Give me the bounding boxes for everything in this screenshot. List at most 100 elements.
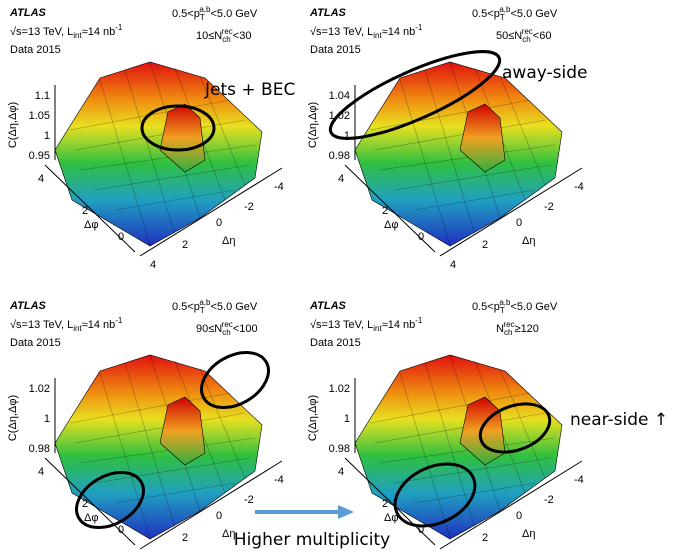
superscript: a,b (499, 5, 511, 14)
eta-tick-label: -2 (244, 494, 254, 506)
phi-tick-label: 2 (82, 205, 88, 217)
eta-tick-label: 2 (482, 532, 488, 544)
eta-tick-label: 0 (216, 217, 222, 229)
rich-label: 0.5<pTa,b<5.0 GeV (172, 5, 258, 22)
text: ≈14 nb (82, 319, 116, 331)
phi-axis-label: Δφ (84, 219, 98, 231)
eta-axis-label: Δη (522, 235, 535, 247)
superscript: a,b (499, 298, 511, 307)
text: <5.0 GeV (510, 8, 557, 20)
rich-label: 10≤Nchrec<30 (196, 27, 251, 44)
phi-tick-label: 0 (418, 231, 424, 243)
text: <100 (233, 323, 258, 335)
superscript: rec (222, 27, 233, 36)
text: 50≤N (496, 30, 522, 42)
z-axis-label: C(Δη,Δφ) (307, 395, 319, 441)
text: 90≤N (196, 323, 222, 335)
z-tick-label: 0.98 (29, 443, 50, 455)
phi-tick-label: 2 (382, 498, 388, 510)
eta-tick-label: -4 (574, 474, 584, 486)
subscript: T (200, 306, 205, 315)
text: √s=13 TeV, L (10, 26, 73, 38)
text: √s=13 TeV, L (10, 319, 73, 331)
z-tick-label: 0.95 (29, 150, 50, 162)
z-tick-label: 1 (344, 130, 350, 142)
subscript: ch (522, 35, 530, 44)
z-tick-label: 1.02 (29, 383, 50, 395)
experiment: ATLAS (309, 300, 347, 312)
eta-tick-label: -2 (244, 201, 254, 213)
text: ≈14 nb (82, 26, 116, 38)
phi-tick-label: 2 (382, 205, 388, 217)
eta-tick-label: -4 (574, 181, 584, 193)
annotation: Higher multiplicity (234, 530, 390, 550)
experiment: ATLAS (309, 7, 347, 19)
z-tick-label: 1 (44, 413, 50, 425)
text: <60 (533, 30, 552, 42)
arrow (255, 505, 354, 519)
eta-tick-label: 2 (182, 239, 188, 251)
phi-axis-label: Δφ (384, 219, 398, 231)
dataset: Data 2015 (310, 44, 361, 56)
text: 0.5<p (472, 301, 500, 313)
z-tick-label: 1.04 (329, 90, 350, 102)
eta-axis-label: Δη (222, 528, 235, 540)
eta-tick-label: -4 (274, 181, 284, 193)
rich-label: √s=13 TeV, Lint≈14 nb-1 (310, 23, 423, 40)
eta-tick-label: 2 (182, 532, 188, 544)
superscript: -1 (115, 316, 123, 325)
z-tick-label: 1.05 (29, 110, 50, 122)
rich-label: √s=13 TeV, Lint≈14 nb-1 (10, 316, 123, 333)
z-axis-label: C(Δη,Δφ) (7, 395, 19, 441)
superscript: a,b (199, 5, 211, 14)
text: ≈14 nb (382, 319, 416, 331)
annotation: Jets + BEC (204, 80, 295, 100)
text: √s=13 TeV, L (310, 319, 373, 331)
phi-axis-label: Δφ (384, 512, 398, 524)
superscript: -1 (415, 23, 423, 32)
eta-tick-label: 4 (450, 259, 456, 271)
z-tick-label: 1.02 (329, 110, 350, 122)
dataset: Data 2015 (10, 44, 61, 56)
text: 0.5<p (172, 301, 200, 313)
superscript: rec (522, 27, 533, 36)
text: 0.5<p (172, 8, 200, 20)
eta-tick-label: 2 (482, 239, 488, 251)
z-tick-label: 1 (344, 413, 350, 425)
rich-label: 0.5<pTa,b<5.0 GeV (472, 5, 558, 22)
eta-axis-label: Δη (222, 235, 235, 247)
dataset: Data 2015 (310, 337, 361, 349)
rich-label: √s=13 TeV, Lint≈14 nb-1 (10, 23, 123, 40)
figure: Jets + BEC away-side near-side ↑ Higher … (0, 0, 683, 553)
superscript: -1 (115, 23, 123, 32)
superscript: rec (222, 320, 233, 329)
rich-label: √s=13 TeV, Lint≈14 nb-1 (310, 316, 423, 333)
phi-tick-label: 0 (418, 524, 424, 536)
subscript: ch (504, 328, 512, 337)
text: <5.0 GeV (510, 301, 557, 313)
surface (345, 62, 582, 256)
text: 10≤N (196, 30, 222, 42)
subscript: ch (222, 328, 230, 337)
text: ≈14 nb (382, 26, 416, 38)
text: <5.0 GeV (210, 8, 257, 20)
eta-tick-label: 0 (216, 510, 222, 522)
phi-tick-label: 0 (118, 231, 124, 243)
text: √s=13 TeV, L (310, 26, 373, 38)
superscript: -1 (415, 316, 423, 325)
phi-tick-label: 0 (118, 524, 124, 536)
z-tick-label: 1.1 (35, 90, 50, 102)
eta-axis-label: Δη (522, 528, 535, 540)
experiment: ATLAS (9, 7, 47, 19)
text: ≥120 (515, 323, 539, 335)
z-axis-label: C(Δη,Δφ) (307, 102, 319, 148)
rich-label: 0.5<pTa,b<5.0 GeV (472, 298, 558, 315)
eta-tick-label: 0 (516, 510, 522, 522)
eta-tick-label: -2 (544, 201, 554, 213)
annotation: away-side (502, 63, 587, 83)
phi-tick-label: 2 (82, 498, 88, 510)
rich-label: 50≤Nchrec<60 (496, 27, 551, 44)
phi-axis-label: Δφ (84, 512, 98, 524)
subscript: T (500, 306, 505, 315)
superscript: rec (503, 320, 514, 329)
